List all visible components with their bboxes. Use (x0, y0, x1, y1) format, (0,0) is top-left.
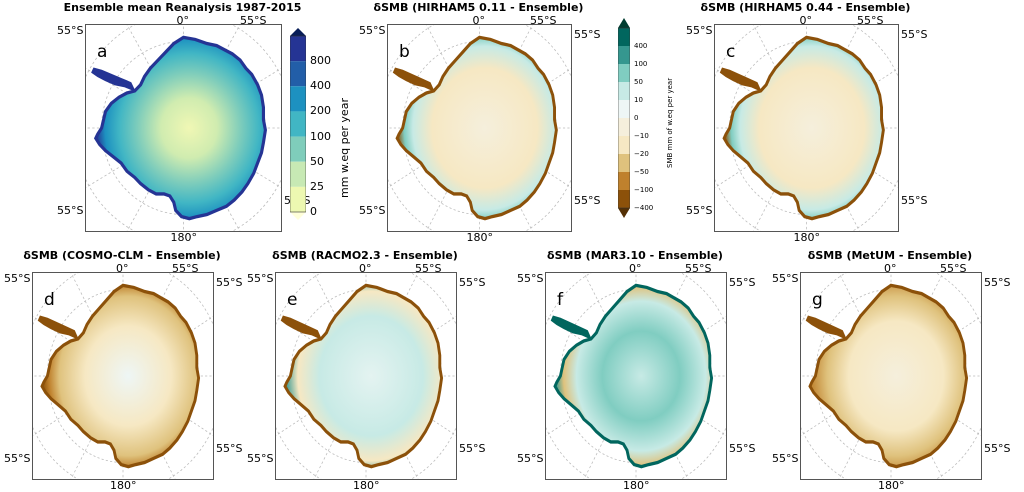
antarctica-map (276, 273, 456, 479)
lon-label-bottom: 180° (793, 231, 821, 244)
antarctica-map (86, 25, 281, 231)
map-frame (800, 272, 982, 480)
panel-letter: b (399, 42, 410, 62)
map-frame (275, 272, 457, 480)
lon-label-top: 0° (116, 262, 129, 275)
antarctica-map (33, 273, 213, 479)
lon-label-bottom: 180° (878, 479, 905, 492)
lon-label-bottom: 180° (353, 479, 380, 492)
colorbar-diff-tick: −10 (634, 132, 649, 140)
lat-label-right-upper: 55°S (729, 276, 756, 289)
antarctica-map (801, 273, 981, 479)
lat-label-bottom-right: 55°S (984, 442, 1011, 455)
lon-label-bottom: 180° (623, 479, 650, 492)
colorbar-diff-title: SMB mm of w.eq per year (666, 77, 674, 168)
panel-title: δSMB (RACMO2.3 - Ensemble) (272, 249, 458, 262)
colorbar-mean-tick: 200 (310, 104, 331, 118)
lon-label-top: 0° (884, 262, 897, 275)
colorbar-mean-tick: 25 (310, 179, 324, 193)
lat-label-top-right: 55°S (530, 14, 557, 27)
colorbar-mean-tick: 800 (310, 54, 331, 68)
colorbar-diff-tick: 10 (634, 96, 643, 104)
colorbar-mean-tick: 400 (310, 79, 331, 93)
colorbar-mean-scale (290, 28, 306, 220)
panel-title: δSMB (HIRHAM5 0.11 - Ensemble) (373, 1, 584, 14)
colorbar-mean-tick: 50 (310, 154, 324, 168)
lat-label-bottom-left: 55°S (247, 452, 274, 465)
lat-label-top-left: 55°S (57, 24, 84, 37)
lat-label-bottom-right: 55°S (574, 194, 601, 207)
colorbar-diff-tick: −400 (634, 204, 654, 212)
lat-label-top-left: 55°S (4, 272, 31, 285)
colorbar-mean-tick: 100 (310, 129, 331, 143)
lon-label-bottom: 180° (170, 231, 198, 244)
lat-label-top-right: 55°S (940, 262, 967, 275)
lat-label-bottom-left: 55°S (4, 452, 31, 465)
antarctica-map (715, 25, 898, 231)
lat-label-right-upper: 55°S (984, 276, 1011, 289)
panel-letter: d (44, 290, 55, 310)
lat-label-bottom-left: 55°S (359, 204, 386, 217)
colorbar-diff-tick: 100 (634, 60, 648, 68)
colorbar-diff-tick: 50 (634, 78, 643, 86)
lat-label-right-upper: 55°S (574, 28, 601, 41)
lat-label-top-right: 55°S (857, 14, 884, 27)
colorbar-mean-title: mm w.eq per year (338, 98, 351, 198)
lat-label-top-right: 55°S (240, 14, 267, 27)
lat-label-right-upper: 55°S (459, 276, 486, 289)
colorbar-diff-tick: 400 (634, 42, 648, 50)
lat-label-bottom-right: 55°S (216, 442, 243, 455)
antarctica-map (546, 273, 726, 479)
lon-label-top: 0° (629, 262, 642, 275)
lon-label-top: 0° (799, 14, 813, 27)
lat-label-bottom-left: 55°S (686, 204, 713, 217)
lat-label-top-left: 55°S (247, 272, 274, 285)
lat-label-top-right: 55°S (685, 262, 712, 275)
panel-letter: g (812, 290, 823, 310)
lat-label-right-upper: 55°S (216, 276, 243, 289)
colorbar-diff-tick: 0 (634, 114, 639, 122)
lon-label-top: 0° (472, 14, 486, 27)
colorbar-diff-tick: −100 (634, 186, 654, 194)
lat-label-top-left: 55°S (517, 272, 544, 285)
colorbar-diff-tick: −50 (634, 168, 649, 176)
lat-label-top-left: 55°S (359, 24, 386, 37)
colorbar-diff-scale (618, 18, 630, 218)
lat-label-bottom-right: 55°S (459, 442, 486, 455)
map-frame (32, 272, 214, 480)
panel-letter: a (97, 42, 108, 62)
lat-label-bottom-right: 55°S (729, 442, 756, 455)
map-frame (714, 24, 899, 232)
lat-label-top-left: 55°S (686, 24, 713, 37)
colorbar-diff-tick: −20 (634, 150, 649, 158)
map-frame (387, 24, 572, 232)
panel-title: δSMB (COSMO-CLM - Ensemble) (23, 249, 221, 262)
lat-label-bottom-right: 55°S (901, 194, 928, 207)
colorbar-mean-tick: 0 (310, 205, 317, 218)
antarctica-map (388, 25, 571, 231)
lat-label-bottom-left: 55°S (517, 452, 544, 465)
panel-title: Ensemble mean Reanalysis 1987-2015 (63, 1, 302, 14)
panel-letter: f (557, 290, 563, 310)
panel-title: δSMB (MetUM - Ensemble) (807, 249, 973, 262)
panel-letter: e (287, 290, 298, 310)
colorbar-mean: 800 400 200 100 50 25 0 mm w.eq per year (290, 28, 360, 223)
map-frame (545, 272, 727, 480)
lat-label-bottom-left: 55°S (772, 452, 799, 465)
panel-letter: c (726, 42, 736, 62)
lat-label-top-right: 55°S (172, 262, 199, 275)
panel-title: δSMB (MAR3.10 - Ensemble) (547, 249, 723, 262)
panel-title: δSMB (HIRHAM5 0.44 - Ensemble) (700, 1, 911, 14)
colorbar-diff: 400 100 50 10 0 −10 −20 −50 −100 −400 SMB mm of w… (618, 18, 678, 223)
lon-label-top: 0° (176, 14, 190, 27)
lon-label-bottom: 180° (466, 231, 494, 244)
lon-label-top: 0° (359, 262, 372, 275)
lon-label-bottom: 180° (110, 479, 137, 492)
lat-label-top-left: 55°S (772, 272, 799, 285)
map-frame (85, 24, 282, 232)
lat-label-right-upper: 55°S (901, 28, 928, 41)
lat-label-bottom-left: 55°S (57, 204, 84, 217)
lat-label-top-right: 55°S (415, 262, 442, 275)
